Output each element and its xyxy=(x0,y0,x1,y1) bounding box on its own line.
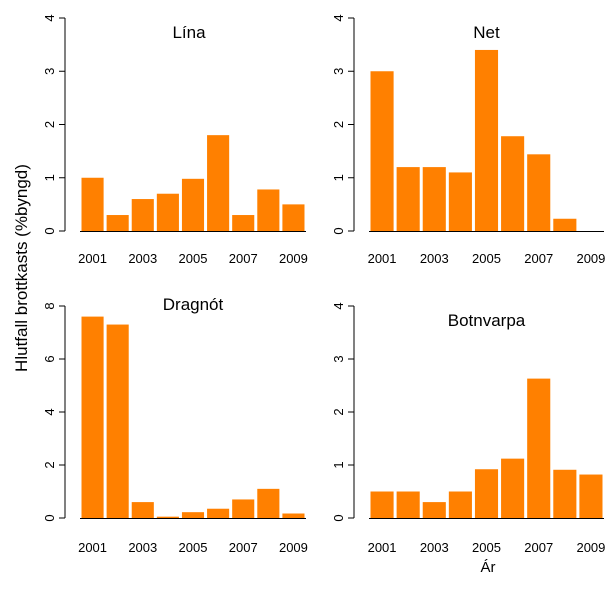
x-axis-label: Ár xyxy=(480,559,496,576)
y-axis-label-container: Hlutfall brottkasts (%byngd) xyxy=(12,164,31,372)
y-axis-label: Hlutfall brottkasts (%byngd) xyxy=(12,164,31,372)
y-tick-label: 1 xyxy=(331,461,346,468)
x-tick-label: 2005 xyxy=(179,251,208,266)
panel-3: 0 2 4 6 8 2001 2003 2005 2007 2009 Dragnót xyxy=(42,295,308,555)
bar-2007 xyxy=(527,154,551,231)
x-tick-label: 2005 xyxy=(472,540,501,555)
x-tick-label: 2003 xyxy=(420,251,449,266)
y-tick-label: 0 xyxy=(42,514,57,521)
bar-2001 xyxy=(370,491,394,518)
x-tick-label: 2009 xyxy=(279,540,308,555)
y-tick-label: 0 xyxy=(331,227,346,234)
x-tick-label: 2003 xyxy=(128,251,157,266)
y-tick-label: 2 xyxy=(331,408,346,415)
bar-2007 xyxy=(232,215,255,231)
y-tick-label: 6 xyxy=(42,355,57,362)
bar-2001 xyxy=(81,316,104,518)
y-tick-label: 3 xyxy=(331,355,346,362)
bar-2008 xyxy=(553,218,577,231)
bar-2006 xyxy=(207,135,230,231)
x-tick-label: 2007 xyxy=(524,540,553,555)
y-tick-label: 4 xyxy=(331,14,346,21)
y-tick-label: 1 xyxy=(331,174,346,181)
panel-2: 0 1 2 3 4 2001 2003 2005 2007 2009 Net xyxy=(331,14,605,266)
panel-title: Net xyxy=(473,23,500,42)
bar-2006 xyxy=(207,508,230,518)
bar-2005 xyxy=(181,178,205,231)
y-tick-label: 8 xyxy=(42,302,57,309)
bar-2003 xyxy=(422,502,446,518)
bar-2009 xyxy=(579,474,603,518)
y-tick-label: 3 xyxy=(331,68,346,75)
bar-2005 xyxy=(474,469,499,518)
bar-2001 xyxy=(81,177,104,231)
bar-2008 xyxy=(257,189,280,231)
bar-2002 xyxy=(396,491,420,518)
bar-2004 xyxy=(156,193,179,231)
bar-2001 xyxy=(370,71,394,231)
bar-2003 xyxy=(131,199,154,231)
y-tick-label: 1 xyxy=(42,174,57,181)
x-tick-label: 2005 xyxy=(472,251,501,266)
x-tick-label: 2009 xyxy=(279,251,308,266)
y-tick-label: 4 xyxy=(331,302,346,309)
x-tick-label: 2001 xyxy=(78,251,107,266)
x-tick-label: 2001 xyxy=(368,251,397,266)
y-tick-label: 4 xyxy=(42,14,57,21)
y-tick-label: 2 xyxy=(331,121,346,128)
bar-2009 xyxy=(282,204,305,232)
y-tick-label: 0 xyxy=(331,514,346,521)
bar-2005 xyxy=(181,512,205,518)
bar-2002 xyxy=(396,167,420,231)
bar-2004 xyxy=(448,491,472,518)
bar-2004 xyxy=(448,172,472,231)
y-tick-label: 2 xyxy=(42,121,57,128)
x-tick-label: 2007 xyxy=(229,540,258,555)
x-tick-label: 2007 xyxy=(229,251,258,266)
x-tick-label: 2003 xyxy=(420,540,449,555)
panel-4: 0 1 2 3 4 2001 2003 2005 2007 2009 Botnvarpa xyxy=(331,302,605,555)
bar-2008 xyxy=(257,488,280,518)
bar-2006 xyxy=(501,136,525,231)
panel-1: 0 1 2 3 4 2001 2003 2005 2007 2009 Lína xyxy=(42,14,308,266)
x-tick-label: 2003 xyxy=(128,540,157,555)
x-tick-label: 2001 xyxy=(78,540,107,555)
bar-2007 xyxy=(232,499,255,518)
y-tick-label: 0 xyxy=(42,227,57,234)
x-tick-label: 2009 xyxy=(576,540,605,555)
y-tick-label: 2 xyxy=(42,461,57,468)
bar-2009 xyxy=(282,513,305,518)
bar-2004 xyxy=(156,516,179,518)
y-tick-label: 3 xyxy=(42,68,57,75)
x-tick-label: 2001 xyxy=(368,540,397,555)
bar-2003 xyxy=(422,167,446,231)
x-tick-label: 2009 xyxy=(576,251,605,266)
y-tick-label: 4 xyxy=(42,408,57,415)
bar-2002 xyxy=(106,215,129,231)
panel-title: Dragnót xyxy=(163,295,224,314)
bar-2007 xyxy=(527,378,551,518)
panel-title: Lína xyxy=(172,23,206,42)
bar-2002 xyxy=(106,324,129,518)
bar-2008 xyxy=(553,469,577,518)
panel-title: Botnvarpa xyxy=(448,311,526,330)
bar-2005 xyxy=(474,49,499,232)
bar-2006 xyxy=(501,458,525,518)
x-tick-label: 2007 xyxy=(524,251,553,266)
x-tick-label: 2005 xyxy=(179,540,208,555)
bar-2003 xyxy=(131,502,154,518)
